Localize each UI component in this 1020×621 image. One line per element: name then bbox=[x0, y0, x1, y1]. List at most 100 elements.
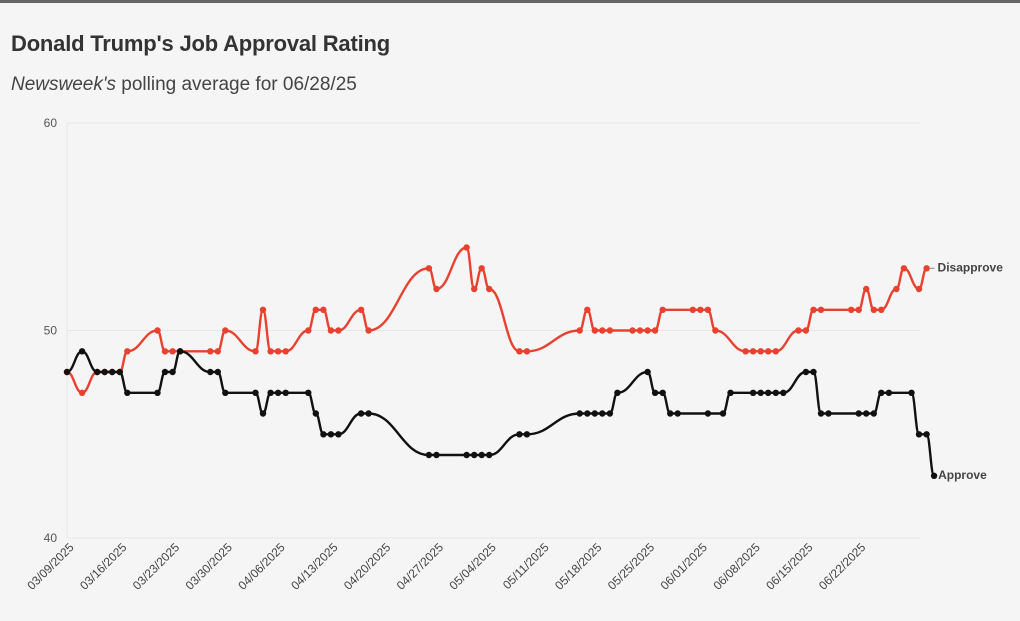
disapprove-data-point bbox=[644, 327, 651, 334]
approve-data-point bbox=[109, 368, 116, 376]
disapprove-data-point bbox=[267, 348, 274, 355]
disapprove-data-point bbox=[870, 306, 877, 313]
approve-data-point bbox=[124, 389, 131, 396]
disapprove-data-point bbox=[357, 306, 365, 313]
approve-data-point bbox=[870, 410, 877, 417]
disapprove-data-point bbox=[365, 327, 372, 334]
approve-data-point bbox=[214, 368, 221, 376]
x-tick-label: 03/09/2025 bbox=[24, 540, 77, 593]
approve-data-point bbox=[222, 389, 229, 396]
disapprove-data-point bbox=[161, 348, 169, 355]
disapprove-end-label: Disapprove bbox=[938, 260, 1004, 274]
disapprove-series-line bbox=[65, 246, 928, 394]
disapprove-data-point bbox=[848, 306, 855, 313]
x-tick-label: 04/13/2025 bbox=[288, 540, 341, 593]
disapprove-data-point bbox=[765, 348, 772, 355]
approve-end-label: Approve bbox=[938, 468, 987, 482]
disapprove-data-point bbox=[704, 306, 712, 313]
disapprove-data-point bbox=[584, 306, 591, 313]
disapprove-data-point bbox=[78, 389, 86, 396]
approve-data-point bbox=[780, 389, 787, 396]
x-tick-label: 06/08/2025 bbox=[710, 540, 763, 593]
approve-data-point bbox=[930, 472, 938, 479]
disapprove-data-point bbox=[795, 327, 802, 334]
approve-data-point bbox=[176, 348, 184, 355]
approve-data-point bbox=[667, 410, 674, 417]
disapprove-data-point bbox=[576, 327, 583, 334]
disapprove-data-point bbox=[274, 348, 282, 355]
approve-data-point bbox=[274, 389, 282, 396]
disapprove-data-point bbox=[433, 285, 440, 293]
approve-data-point bbox=[357, 410, 365, 417]
disapprove-data-point bbox=[915, 285, 923, 293]
approve-data-point bbox=[425, 451, 433, 459]
x-tick-label: 05/04/2025 bbox=[447, 540, 500, 593]
x-tick-label: 05/11/2025 bbox=[500, 540, 552, 592]
disapprove-data-point bbox=[252, 348, 259, 355]
approve-data-point bbox=[471, 451, 478, 459]
approve-data-point bbox=[614, 389, 621, 396]
x-tick-label: 04/20/2025 bbox=[341, 540, 394, 593]
approve-data-point bbox=[885, 389, 893, 396]
disapprove-data-point bbox=[327, 327, 335, 334]
approve-data-point bbox=[606, 410, 614, 417]
approve-data-point bbox=[433, 451, 440, 459]
disapprove-data-point bbox=[810, 306, 817, 313]
approve-data-point bbox=[915, 431, 923, 438]
subtitle-publication: Newsweek's bbox=[11, 74, 116, 95]
approve-data-point bbox=[63, 368, 71, 376]
approve-data-point bbox=[116, 368, 124, 376]
approve-data-point bbox=[252, 389, 259, 396]
subtitle-text: polling average for 06/28/25 bbox=[116, 74, 357, 95]
disapprove-data-point bbox=[599, 327, 606, 334]
x-tick-label: 04/06/2025 bbox=[235, 540, 288, 593]
y-tick-label: 60 bbox=[44, 116, 58, 130]
approve-data-point bbox=[908, 389, 915, 396]
disapprove-data-point bbox=[893, 285, 900, 293]
disapprove-data-point bbox=[651, 327, 659, 334]
disapprove-data-point bbox=[629, 327, 636, 334]
approve-data-point bbox=[855, 410, 862, 417]
disapprove-data-point bbox=[425, 265, 433, 272]
approve-data-point bbox=[704, 410, 712, 417]
approve-data-point bbox=[259, 410, 267, 417]
approve-data-point bbox=[878, 389, 885, 396]
approve-data-point bbox=[599, 410, 606, 417]
x-tick-label: 06/01/2025 bbox=[658, 540, 711, 593]
x-tick-label: 03/23/2025 bbox=[130, 540, 183, 593]
x-tick-label: 03/30/2025 bbox=[183, 540, 236, 593]
disapprove-data-point bbox=[591, 327, 598, 334]
disapprove-data-point bbox=[772, 348, 779, 355]
x-tick-label: 03/16/2025 bbox=[77, 540, 130, 593]
disapprove-data-point bbox=[606, 327, 614, 334]
disapprove-data-point bbox=[486, 285, 493, 293]
approve-data-point bbox=[161, 368, 169, 376]
approve-data-point bbox=[523, 431, 531, 438]
approve-data-point bbox=[267, 389, 274, 396]
approve-data-point bbox=[591, 410, 598, 417]
approve-data-point bbox=[78, 348, 86, 355]
chart-subtitle: Newsweek's polling average for 06/28/25 bbox=[11, 74, 357, 96]
disapprove-data-point bbox=[863, 285, 870, 293]
approve-data-point bbox=[516, 431, 523, 438]
x-tick-label: 06/15/2025 bbox=[763, 540, 816, 593]
disapprove-data-point bbox=[124, 348, 131, 355]
approve-data-point bbox=[817, 410, 825, 417]
x-tick-label: 05/18/2025 bbox=[552, 540, 605, 593]
approve-data-point bbox=[486, 451, 493, 459]
x-tick-label: 06/22/2025 bbox=[816, 540, 869, 593]
approve-data-point bbox=[644, 368, 651, 376]
approve-data-point bbox=[719, 410, 727, 417]
top-rule bbox=[0, 0, 1020, 3]
disapprove-data-point bbox=[282, 348, 289, 355]
approve-data-point bbox=[825, 410, 832, 417]
disapprove-data-point bbox=[214, 348, 221, 355]
disapprove-data-point bbox=[900, 265, 908, 272]
approve-data-point bbox=[659, 389, 666, 396]
approve-data-point bbox=[772, 389, 779, 396]
disapprove-data-point bbox=[659, 306, 666, 313]
approve-data-point bbox=[282, 389, 289, 396]
disapprove-data-point bbox=[712, 327, 719, 334]
chart-title: Donald Trump's Job Approval Rating bbox=[11, 31, 390, 56]
